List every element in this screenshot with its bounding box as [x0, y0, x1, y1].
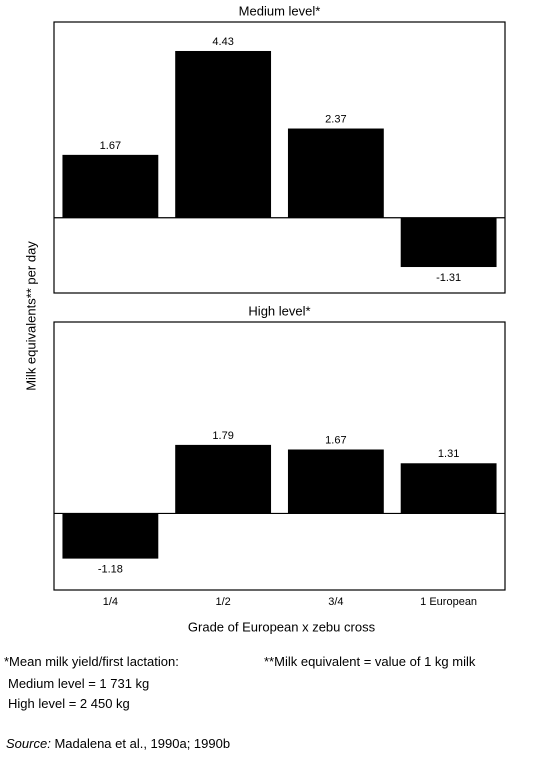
x-tick-label: 3/4 [328, 596, 343, 608]
y-axis-label: Milk equivalents** per day [23, 241, 38, 391]
data-label: 1.79 [212, 430, 233, 442]
x-tick-label: 1/4 [103, 596, 118, 608]
plot-frame [53, 21, 506, 294]
data-label: 2.37 [325, 113, 346, 125]
data-label: -1.31 [436, 272, 461, 284]
footnote: Medium level = 1 731 kg [8, 676, 150, 691]
source-text: Madalena et al., 1990a; 1990b [54, 736, 231, 751]
bar [400, 463, 497, 514]
data-label: 1.67 [325, 434, 346, 446]
footnote: **Milk equivalent = value of 1 kg milk [264, 654, 476, 669]
bar [62, 513, 159, 559]
source-label: Source: [6, 736, 51, 751]
bar [175, 444, 272, 514]
footnote: *Mean milk yield/first lactation: [4, 654, 179, 669]
data-label: 4.43 [212, 36, 233, 48]
bar [287, 128, 384, 218]
bar [287, 449, 384, 514]
chart-title: Medium level* [239, 3, 321, 18]
chart-title: High level* [248, 303, 310, 318]
source: Source: Madalena et al., 1990a; 1990b [6, 736, 230, 751]
data-label: 1.67 [100, 140, 121, 152]
footnote: High level = 2 450 kg [8, 696, 130, 711]
bar [400, 217, 497, 268]
x-tick-label: 1/2 [215, 596, 230, 608]
plot-frame [53, 321, 506, 591]
x-axis-label: Grade of European x zebu cross [188, 619, 376, 634]
bar [175, 50, 272, 218]
bar [62, 154, 159, 218]
data-label: 1.31 [438, 448, 459, 460]
chart: Milk equivalents** per day Medium level*… [23, 3, 506, 634]
x-tick-label: 1 European [420, 596, 477, 608]
data-label: -1.18 [98, 564, 123, 576]
